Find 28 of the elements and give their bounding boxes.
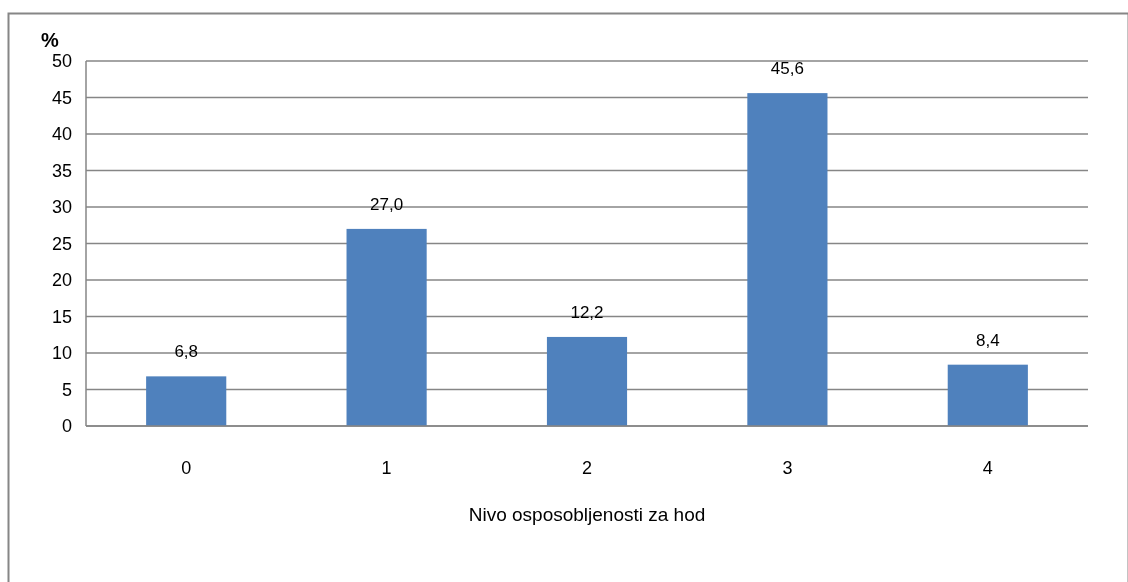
x-tick-label: 0 (181, 458, 192, 479)
y-tick-label: 15 (51, 306, 72, 327)
bar (947, 364, 1028, 426)
bar (546, 336, 628, 426)
x-tick-label: 4 (982, 458, 993, 479)
x-tick-label: 1 (381, 458, 392, 479)
y-tick-label: 0 (61, 416, 72, 437)
y-tick-label: 40 (51, 124, 72, 145)
y-tick-label: 30 (51, 197, 72, 218)
y-tick-label: 35 (51, 160, 72, 181)
y-tick-label: 5 (61, 379, 72, 400)
x-axis-title: Nivo osposobljenosti za hod (468, 503, 706, 525)
bar (747, 93, 828, 426)
bar (146, 376, 227, 426)
y-tick-label: 25 (51, 233, 72, 254)
x-tick-label: 2 (581, 458, 593, 479)
x-tick-label: 3 (782, 458, 793, 479)
data-label: 8,4 (975, 330, 1000, 350)
y-tick-label: 10 (51, 343, 72, 364)
data-label: 27,0 (370, 194, 404, 214)
y-tick-label: 45 (51, 87, 72, 108)
data-label: 6,8 (174, 342, 199, 362)
data-label: 12,2 (570, 302, 604, 322)
y-tick-label: 20 (51, 270, 72, 291)
data-label: 45,6 (770, 59, 804, 79)
y-axis-title: % (41, 29, 60, 51)
bar (346, 228, 427, 426)
y-tick-label: 50 (51, 51, 72, 72)
